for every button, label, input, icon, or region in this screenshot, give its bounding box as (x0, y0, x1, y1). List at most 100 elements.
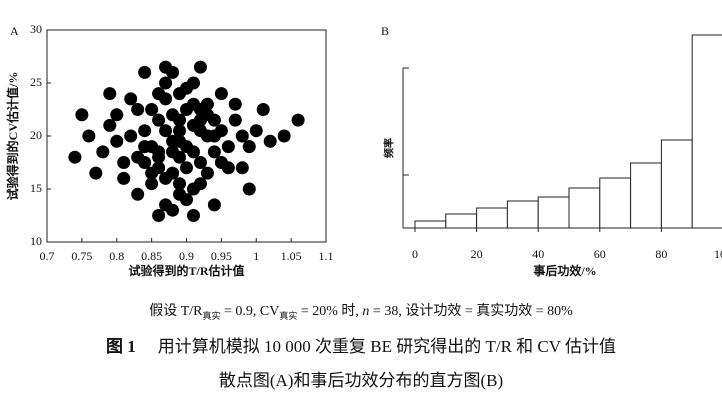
point (193, 177, 207, 191)
point (82, 129, 96, 143)
x-tick-label: 1 (253, 249, 259, 263)
point (277, 129, 291, 143)
point (96, 145, 110, 159)
point (186, 209, 200, 222)
figure: A 0.7 0.75 0.8 0.85 0.9 0.95 1 1.05 1.1 10 15 20 25 30… (5, 22, 722, 278)
point (173, 150, 187, 164)
x-tick-label: 0.95 (211, 249, 232, 263)
point (180, 140, 193, 154)
point (235, 161, 249, 175)
point (110, 108, 124, 122)
bar (691, 34, 722, 229)
point (221, 161, 235, 175)
point (207, 129, 221, 143)
note-part: n (362, 304, 370, 319)
bar (414, 220, 447, 229)
x-axis-label: 事后功效/% (533, 263, 596, 278)
note: 假设 T/R真实 = 0.9, CV真实 = 20% 时, n = 38, 设计… (0, 300, 722, 322)
point (180, 193, 193, 207)
point (131, 187, 145, 201)
x-tick-label: 0.9 (179, 249, 194, 263)
point (138, 65, 152, 79)
x-tick-label: 40 (532, 247, 544, 261)
point (131, 103, 145, 116)
point (152, 145, 166, 159)
point (207, 198, 221, 212)
x-tick-label: 100 (714, 247, 722, 261)
point (173, 113, 187, 127)
point (214, 87, 228, 101)
x-tick-label: 1.1 (319, 249, 334, 263)
point (159, 60, 173, 74)
point (228, 113, 242, 127)
caption-line: 散点图(A)和事后功效分布的直方图(B) (218, 371, 504, 390)
point (138, 140, 152, 154)
point (256, 103, 270, 116)
point (159, 76, 173, 90)
bar (445, 213, 478, 229)
note-part: = 20% 时, (297, 304, 363, 319)
y-tick-label: 30 (30, 22, 42, 36)
point (159, 124, 173, 138)
y-tick-label: 15 (30, 181, 42, 195)
point (166, 134, 180, 148)
point (235, 129, 249, 143)
point (166, 203, 180, 217)
caption-text: 用计算机模拟 10 000 次重复 BE 研究得出的 T/R 和 CV 估计值 (157, 337, 616, 356)
note-part: 真实 (279, 310, 298, 321)
point (242, 140, 256, 154)
bar (506, 200, 539, 229)
y-axis-label: 试验得到的CV估计值/% (5, 72, 20, 201)
point (138, 156, 152, 169)
point (221, 140, 235, 154)
point (159, 171, 173, 185)
bar (599, 177, 632, 229)
point (145, 177, 159, 191)
point (89, 166, 103, 180)
point (103, 87, 117, 101)
point (152, 113, 166, 127)
y-axis-label: 频率 (382, 138, 395, 158)
point (180, 161, 193, 175)
bar (537, 196, 570, 229)
point (207, 145, 221, 159)
x-tick-label: 0.75 (71, 249, 92, 263)
y-tick-label: 25 (30, 75, 42, 89)
point (117, 171, 131, 185)
point (145, 166, 159, 180)
point (75, 108, 89, 122)
point (117, 156, 131, 169)
point (152, 87, 166, 101)
bar (476, 207, 508, 229)
point (263, 134, 277, 148)
point (124, 129, 138, 143)
bar (660, 139, 693, 229)
figure-label: 图 1 (106, 337, 136, 356)
panel-label: A (10, 24, 19, 38)
point (200, 97, 214, 111)
note-part: = 0.9, CV (220, 304, 280, 319)
point (242, 182, 256, 196)
point (193, 60, 207, 74)
x-tick-label: 80 (655, 247, 667, 261)
point (200, 108, 214, 122)
point (186, 76, 200, 90)
point (193, 156, 207, 169)
point (173, 177, 187, 191)
y-tick-label: 20 (30, 128, 42, 142)
point (228, 97, 242, 111)
point (68, 150, 82, 164)
point (138, 124, 152, 138)
x-tick-label: 0.8 (109, 249, 124, 263)
point (200, 166, 214, 180)
point (249, 124, 263, 138)
panel-label: B (381, 24, 389, 38)
point (152, 209, 166, 222)
point (193, 124, 207, 138)
x-tick-label: 20 (471, 247, 483, 261)
note-part: = 38, 设计功效 = 真实功效 = 80% (369, 304, 573, 319)
point (124, 92, 138, 106)
y-tick-label: 10 (30, 234, 42, 248)
point (145, 103, 159, 116)
